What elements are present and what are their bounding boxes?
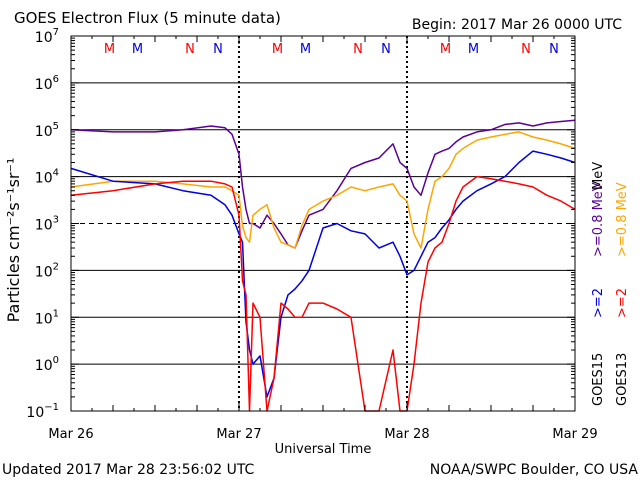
y-axis-label: Particles cm⁻²s⁻¹sr⁻¹ <box>4 158 23 323</box>
legend-goes15-08mev: >=0.8 MeV <box>591 182 606 257</box>
event-marker-n: N <box>213 42 223 57</box>
y-tick-label: 10−1 <box>26 402 59 421</box>
y-axis-ticks: 10−1 100 101 102 103 104 105 106 107 <box>26 27 575 421</box>
event-marker-m: M <box>440 42 451 57</box>
x-axis-ticks: Mar 26 Mar 27 Mar 28 Mar 29 <box>48 36 598 442</box>
event-marker-m: M <box>132 42 143 57</box>
legend-goes15: GOES15 <box>591 353 606 406</box>
legend-goes13: GOES13 <box>615 353 630 406</box>
updated-timestamp: Updated 2017 Mar 28 23:56:02 UTC <box>2 462 255 478</box>
legend-mev-unit: MeV <box>591 162 606 190</box>
event-marker-m: M <box>300 42 311 57</box>
y-tick-label: 106 <box>35 74 59 93</box>
event-marker-n: N <box>185 42 195 57</box>
data-series <box>70 119 576 412</box>
y-tick-label: 101 <box>35 308 59 327</box>
event-marker-m: M <box>272 42 283 57</box>
y-tick-label: 107 <box>35 27 59 46</box>
event-marker-m: M <box>468 42 479 57</box>
grid <box>71 36 575 411</box>
series-line-2 <box>70 150 576 398</box>
y-tick-label: 100 <box>35 355 59 374</box>
event-marker-n: N <box>549 42 559 57</box>
event-marker-n: N <box>353 42 363 57</box>
x-tick-label: Mar 29 <box>552 427 597 442</box>
event-marker-m: M <box>104 42 115 57</box>
event-marker-n: N <box>381 42 391 57</box>
x-axis-label: Universal Time <box>275 442 372 457</box>
x-tick-label: Mar 26 <box>48 427 93 442</box>
credit-text: NOAA/SWPC Boulder, CO USA <box>430 462 639 478</box>
y-tick-label: 105 <box>35 121 59 140</box>
legend-goes15-2mev: >=2 <box>591 288 606 318</box>
begin-time: Begin: 2017 Mar 26 0000 UTC <box>412 17 622 33</box>
x-tick-label: Mar 27 <box>216 427 261 442</box>
x-tick-label: Mar 28 <box>384 427 429 442</box>
y-tick-label: 102 <box>35 261 59 280</box>
series-line-3 <box>70 175 576 412</box>
chart-title: GOES Electron Flux (5 minute data) <box>14 9 281 27</box>
legend-goes13-08mev: >=0.8 MeV <box>615 182 630 257</box>
event-marker-n: N <box>521 42 531 57</box>
series-line-0 <box>70 119 576 249</box>
series-line-1 <box>70 131 576 249</box>
legend-goes13-2mev: >=2 <box>615 288 630 318</box>
y-tick-label: 104 <box>35 168 59 187</box>
y-tick-label: 103 <box>35 215 59 234</box>
